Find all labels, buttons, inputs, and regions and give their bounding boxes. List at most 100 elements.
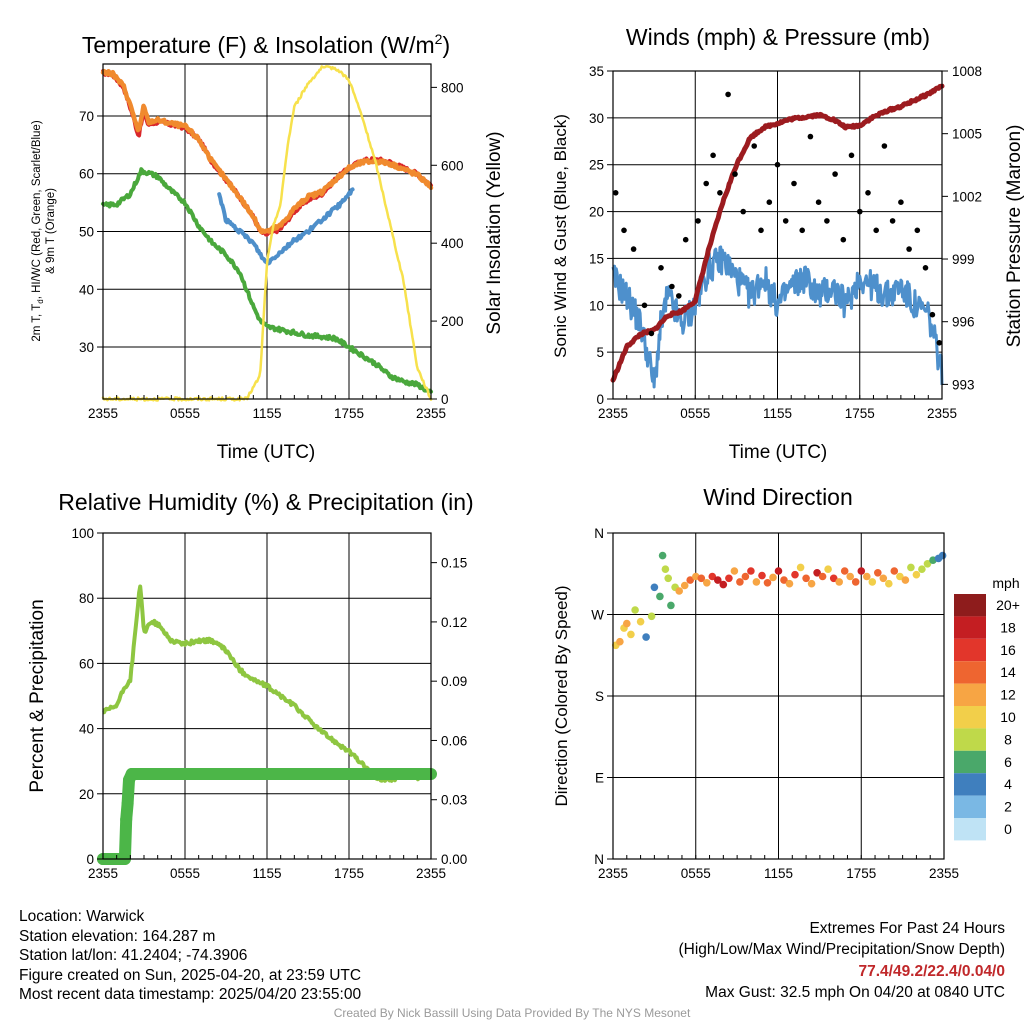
y-tick-label-right: 999 bbox=[952, 252, 975, 267]
y-tick-label-left: 10 bbox=[589, 298, 604, 313]
gust-point bbox=[815, 199, 822, 205]
y-tick-label-left: 40 bbox=[79, 282, 94, 297]
legend-label: 20+ bbox=[996, 597, 1020, 613]
gust-point bbox=[740, 208, 746, 215]
recent-text: Most recent data timestamp: 2025/04/20 2… bbox=[19, 986, 362, 1004]
y-tick-label-right: 0.15 bbox=[441, 556, 467, 571]
station-info: Location: Warwick Station elevation: 164… bbox=[19, 907, 361, 1005]
temperature-title: Temperature (F) & Insolation (W/m2) bbox=[82, 31, 450, 58]
direction-point bbox=[703, 579, 711, 587]
y-tick-label-right: 993 bbox=[952, 377, 975, 392]
y-tick-label-left: 30 bbox=[589, 111, 604, 126]
y-tick-label-left: 60 bbox=[79, 167, 94, 182]
gust-point bbox=[791, 180, 797, 187]
gust-point bbox=[682, 236, 689, 243]
direction-point bbox=[813, 569, 821, 577]
temperature-series bbox=[100, 65, 434, 402]
gust-point bbox=[648, 330, 655, 337]
humidity-ylabel-left: Percent & Precipitation bbox=[27, 599, 48, 792]
legend-swatch bbox=[954, 750, 986, 774]
legend-swatch bbox=[954, 594, 986, 617]
y-tick-label-right: 1002 bbox=[952, 189, 982, 204]
gust-point bbox=[630, 246, 637, 252]
y-tick-label-left: 25 bbox=[589, 158, 604, 173]
winds-xlabel: Time (UTC) bbox=[729, 442, 828, 463]
direction-point bbox=[807, 579, 816, 588]
humidity-ticks: 2355 0555 1155 1755 23550204060801000.000.03… bbox=[71, 526, 467, 881]
direction-point bbox=[667, 601, 675, 610]
y-tick-label-left: N bbox=[594, 852, 604, 867]
humidity-grid bbox=[102, 533, 432, 859]
x-tick-label: 2355 bbox=[88, 406, 118, 421]
gust-point bbox=[710, 152, 716, 159]
extremes-title: Extremes For Past 24 Hours bbox=[809, 920, 1005, 937]
y-tick-label-left: 80 bbox=[79, 591, 94, 606]
temperature-xlabel: Time (UTC) bbox=[217, 442, 316, 463]
direction-point bbox=[879, 574, 888, 583]
gust-point bbox=[612, 190, 619, 196]
y-tick-label-left: W bbox=[591, 608, 604, 623]
x-tick-label: 2355 bbox=[88, 866, 118, 881]
humidity-series bbox=[97, 584, 437, 865]
series-solar-insolation bbox=[101, 65, 433, 402]
y-tick-label-right: 600 bbox=[441, 158, 464, 173]
gust-point bbox=[889, 218, 896, 224]
series-station-pressure bbox=[610, 83, 945, 383]
x-tick-label: 2355 bbox=[929, 866, 959, 881]
y-tick-label-left: 35 bbox=[589, 64, 604, 79]
direction-point bbox=[912, 570, 921, 579]
direction-point bbox=[868, 578, 877, 586]
gust-point bbox=[807, 133, 814, 140]
x-tick-label: 0555 bbox=[170, 406, 200, 421]
precip-point bbox=[125, 768, 138, 780]
legend-label: 18 bbox=[1000, 619, 1016, 635]
series-td bbox=[101, 167, 433, 394]
direction-point bbox=[885, 579, 893, 588]
direction-point bbox=[616, 637, 624, 646]
y-tick-label-right: 200 bbox=[441, 314, 464, 329]
y-tick-label-left: 20 bbox=[589, 205, 604, 220]
gust-point bbox=[732, 171, 738, 177]
direction-point bbox=[874, 569, 882, 577]
y-tick-label-left: E bbox=[595, 771, 604, 786]
temperature-ticks: 2355 0555 1155 1755 2355 30 40 50 60 70 0 200 400 600… bbox=[79, 80, 464, 421]
x-tick-label: 0555 bbox=[681, 866, 711, 881]
direction-point bbox=[650, 583, 659, 592]
direction-point bbox=[627, 630, 635, 639]
gust-point bbox=[758, 227, 764, 234]
x-tick-label: 1155 bbox=[252, 406, 281, 421]
direction-point bbox=[642, 633, 650, 641]
winds-title: Winds (mph) & Pressure (mb) bbox=[626, 24, 930, 50]
temperature-ylabel-left-line2: & 9m T (Orange) bbox=[45, 188, 57, 274]
direction-point bbox=[851, 578, 860, 586]
y-tick-label-left: 100 bbox=[71, 526, 94, 541]
direction-point bbox=[697, 574, 706, 583]
created-text: Figure created on Sun, 2025-04-20, at 23… bbox=[19, 966, 362, 984]
direction-point bbox=[796, 563, 805, 572]
max-gust-text: Max Gust: 32.5 mph On 04/20 at 0840 UTC bbox=[705, 983, 1005, 1001]
gust-point bbox=[766, 199, 773, 205]
x-tick-label: 2355 bbox=[416, 406, 446, 421]
gust-point bbox=[669, 283, 675, 290]
winds-ylabel-right: Station Pressure (Maroon) bbox=[1004, 125, 1024, 348]
y-tick-label-right: 800 bbox=[441, 80, 464, 95]
legend-swatch bbox=[954, 728, 986, 751]
legend-swatch bbox=[954, 773, 986, 796]
series-sonic-wind bbox=[611, 245, 944, 389]
gust-point bbox=[929, 311, 936, 318]
direction-point bbox=[686, 576, 694, 584]
gust-point bbox=[824, 218, 830, 224]
x-tick-label: 1755 bbox=[334, 406, 364, 421]
y-tick-label-right: 0.00 bbox=[441, 852, 467, 867]
y-tick-label-right: 0.06 bbox=[441, 733, 467, 748]
y-tick-label-right: 0.09 bbox=[441, 674, 467, 689]
winds-ylabel-left: Sonic Wind & Gust (Blue, Black) bbox=[551, 114, 570, 358]
humidity-panel: Relative Humidity (%) & Precipitation (i… bbox=[27, 489, 474, 881]
direction-point bbox=[752, 578, 761, 586]
legend-swatch bbox=[954, 706, 986, 729]
gust-point bbox=[658, 265, 664, 271]
location-text: Location: Warwick bbox=[19, 908, 145, 925]
x-tick-label: 2355 bbox=[598, 406, 628, 421]
y-tick-label-right: 0.03 bbox=[441, 793, 467, 808]
